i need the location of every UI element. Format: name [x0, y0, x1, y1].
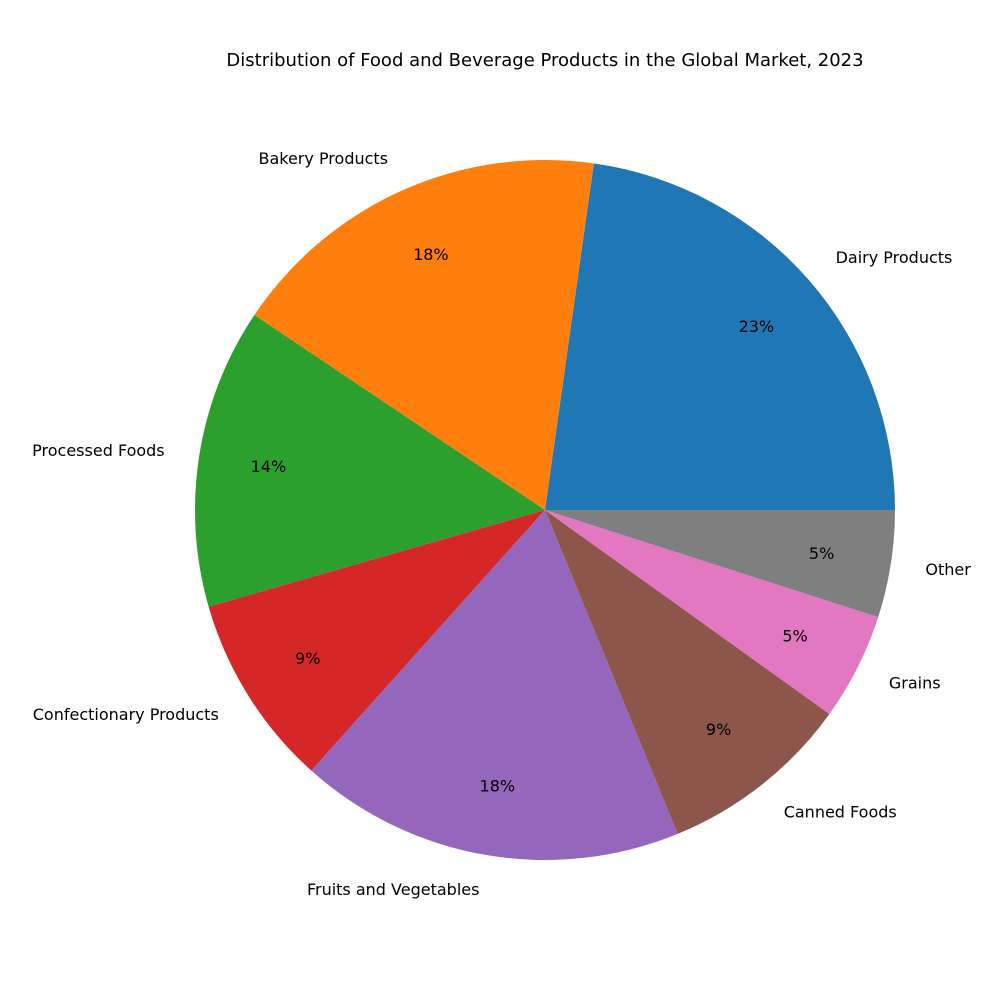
pie-slice-other [545, 510, 895, 618]
pie-slices [195, 160, 895, 860]
pct-label-other: 5% [809, 544, 834, 563]
pct-label-grains: 5% [782, 626, 807, 645]
slice-label-bakery-products: Bakery Products [258, 149, 388, 168]
pie-slice-grains [545, 510, 879, 714]
pie-slice-processed-foods [195, 314, 545, 607]
pie-slice-canned-foods [545, 510, 830, 834]
slice-label-grains: Grains [889, 674, 941, 693]
pie-slice-dairy-products [545, 163, 895, 510]
pct-label-processed-foods: 14% [251, 457, 287, 476]
slice-label-confectionary-products: Confectionary Products [33, 705, 219, 724]
slice-label-dairy-products: Dairy Products [836, 248, 953, 267]
pct-label-fruits-and-vegetables: 18% [480, 776, 516, 795]
slice-label-other: Other [925, 560, 971, 579]
slice-label-canned-foods: Canned Foods [784, 803, 897, 822]
slice-label-fruits-and-vegetables: Fruits and Vegetables [307, 880, 480, 899]
pct-label-canned-foods: 9% [706, 720, 731, 739]
pie-slice-confectionary-products [208, 510, 545, 771]
pct-label-dairy-products: 23% [739, 317, 775, 336]
slice-label-processed-foods: Processed Foods [32, 441, 164, 460]
pct-label-bakery-products: 18% [413, 245, 449, 264]
pct-label-confectionary-products: 9% [295, 649, 320, 668]
pie-labels: Dairy Products 23% Bakery Products 18% Proce… [32, 149, 971, 899]
pie-slice-fruits-and-vegetables [311, 510, 678, 860]
pie-slice-bakery-products [254, 160, 594, 510]
chart-title: Distribution of Food and Beverage Produc… [226, 50, 863, 71]
